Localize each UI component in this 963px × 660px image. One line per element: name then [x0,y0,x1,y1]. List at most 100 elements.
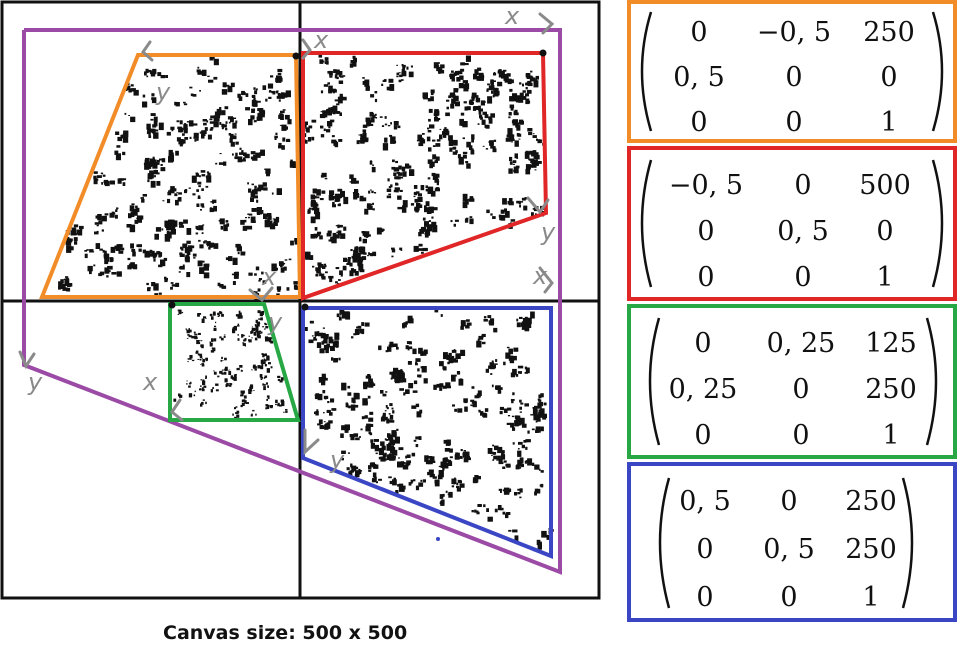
fractal-block [168,190,171,192]
fractal-block [236,325,240,327]
fractal-block [179,120,183,125]
fractal-block [479,108,483,112]
fractal-block [496,459,499,461]
fractal-block [179,265,185,270]
fractal-block [278,142,282,147]
fractal-block [188,385,191,388]
fractal-block [357,256,364,262]
fractal-block [389,414,394,420]
fractal-block [152,68,157,75]
fractal-block [154,233,159,240]
fractal-block [518,441,523,445]
fractal-block [236,246,242,252]
fractal-block [349,262,353,267]
fractal-block [200,340,203,342]
fractal-block [152,156,155,159]
fractal-block [390,344,393,348]
fractal-block [153,283,159,291]
fractal-block [362,124,368,128]
fractal-block [480,411,484,416]
fractal-block [436,383,441,388]
fractal-block [526,76,530,79]
fractal-block [205,357,208,360]
fractal-block [382,458,387,461]
fractal-block [439,494,444,499]
fractal-block [157,162,160,165]
fractal-block [417,204,423,208]
fractal-block [389,85,394,90]
fractal-block [202,119,207,122]
fractal-block [353,333,357,336]
fractal-block [530,164,533,168]
fractal-block [109,180,115,185]
fractal-block [532,208,536,210]
fractal-block [277,375,281,378]
fractal-block [253,120,257,123]
fractal-block [366,203,371,209]
fractal-block [512,163,515,165]
fractal-block [494,452,497,455]
fractal-block [428,186,431,189]
fractal-block [462,137,465,140]
fractal-block [325,349,329,354]
fractal-block [250,331,254,334]
fractal-block [96,224,99,227]
fractal-block [403,392,406,396]
fractal-block [476,340,482,348]
fractal-block [390,184,393,188]
fractal-block [260,379,263,380]
fractal-block [263,386,266,391]
fractal-block [424,205,427,208]
fractal-block [431,221,437,228]
fractal-block [452,139,458,146]
fractal-block [95,243,101,249]
fractal-block [279,124,282,126]
fractal-block [248,272,253,276]
fractal-block [434,156,438,160]
fractal-block [331,236,337,244]
fractal-block [237,251,240,255]
fractal-block [424,455,429,462]
fractal-block [486,88,490,91]
fractal-block [259,374,263,378]
fractal-block [179,222,184,225]
fractal-block [387,433,391,438]
fractal-block [223,224,228,232]
fractal-block [485,148,489,150]
fractal-block [388,476,392,479]
fractal-block [110,246,116,253]
fractal-block [199,358,202,361]
fractal-block [187,358,190,360]
fractal-block [197,195,201,198]
fractal-block [492,216,496,219]
fractal-block [425,229,431,236]
fractal-block [526,317,532,325]
fractal-block [405,455,408,459]
fractal-pattern-blue-region [302,308,554,552]
fractal-block [183,103,188,106]
fractal-block [400,250,403,251]
fractal-block [321,190,326,194]
fractal-block [179,142,183,147]
fractal-block [322,110,328,118]
fractal-block [203,241,205,244]
fractal-block [183,219,188,224]
fractal-block [498,214,502,218]
fractal-block [429,124,435,129]
fractal-block [103,254,108,257]
fractal-block [515,153,518,158]
fractal-block [471,134,475,140]
fractal-block [237,156,243,163]
fractal-block [188,383,191,385]
fractal-block [477,100,480,103]
fractal-block [360,141,364,144]
fractal-block [201,174,206,177]
fractal-block [409,342,412,345]
fractal-block [446,99,450,102]
fractal-block [498,387,503,390]
fractal-block [267,213,272,217]
fractal-block [211,338,214,342]
fractal-block [179,394,183,398]
fractal-block [442,463,448,467]
matrix-cell: 1 [862,582,879,613]
